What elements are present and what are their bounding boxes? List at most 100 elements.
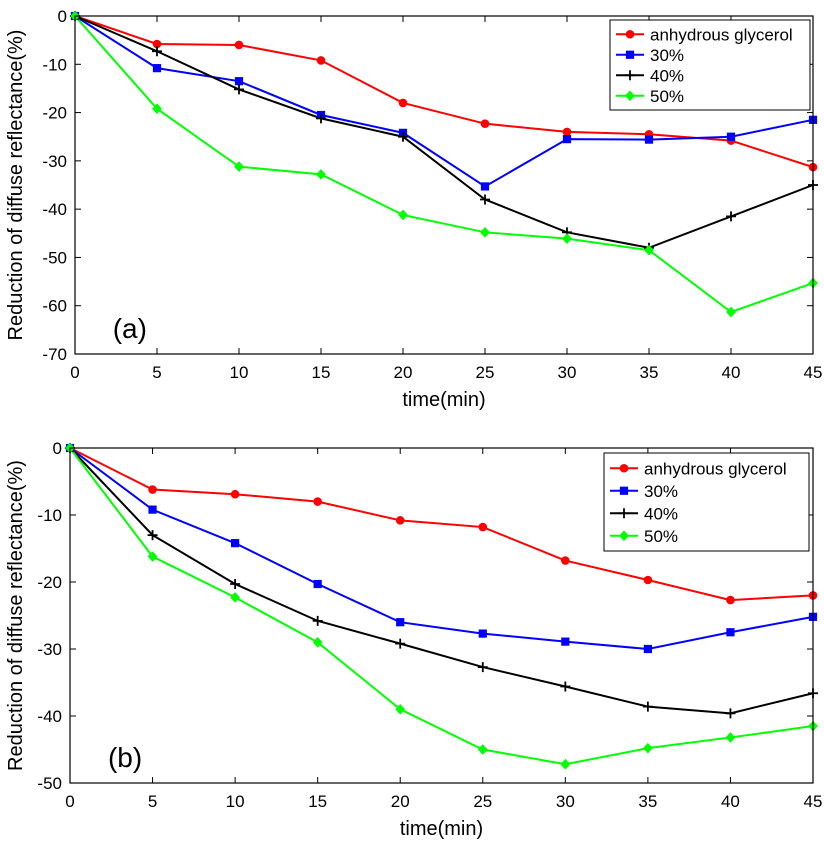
data-point bbox=[562, 135, 572, 144]
y-tick-label: -50 bbox=[42, 248, 67, 267]
data-point bbox=[725, 732, 736, 743]
data-point bbox=[480, 182, 490, 191]
y-tick-label: -70 bbox=[42, 345, 67, 364]
data-point bbox=[478, 522, 488, 532]
x-tick-label: 5 bbox=[148, 792, 157, 811]
data-point bbox=[477, 744, 488, 755]
series-line-3 bbox=[74, 15, 814, 314]
data-point bbox=[560, 681, 571, 692]
data-point bbox=[644, 135, 654, 144]
data-point bbox=[726, 211, 736, 222]
y-tick-label: -50 bbox=[37, 774, 62, 793]
x-tick-label: 10 bbox=[230, 363, 249, 382]
x-tick-label: 5 bbox=[152, 363, 161, 382]
x-tick-label: 25 bbox=[473, 792, 492, 811]
x-tick-label: 35 bbox=[638, 792, 657, 811]
data-point bbox=[234, 161, 244, 172]
data-point bbox=[562, 233, 572, 244]
data-point bbox=[148, 505, 157, 514]
x-tick-label: 35 bbox=[640, 363, 659, 382]
legend-marker bbox=[625, 50, 635, 59]
series-line-2 bbox=[69, 447, 814, 715]
data-point bbox=[480, 119, 490, 128]
x-tick-label: 40 bbox=[721, 792, 740, 811]
legend: anhydrous glycerol 30%40% 50% bbox=[609, 19, 811, 111]
data-point bbox=[313, 579, 322, 589]
data-point bbox=[643, 575, 653, 585]
plot-frame bbox=[74, 15, 814, 355]
legend-label: anhydrous glycerol bbox=[644, 459, 787, 478]
data-point bbox=[316, 56, 326, 65]
data-point bbox=[477, 662, 488, 673]
y-tick-label: 0 bbox=[58, 7, 67, 26]
data-point bbox=[230, 489, 240, 499]
y-tick-label: 0 bbox=[53, 439, 62, 458]
data-point bbox=[642, 701, 653, 712]
legend-marker bbox=[625, 70, 635, 81]
series-line-1 bbox=[74, 15, 814, 188]
data-point bbox=[726, 595, 735, 605]
legend-label: 50% bbox=[650, 87, 684, 106]
data-point bbox=[234, 84, 244, 95]
x-tick-label: 30 bbox=[558, 363, 577, 382]
data-point bbox=[316, 113, 326, 124]
legend-marker bbox=[625, 90, 635, 102]
x-tick-label: 45 bbox=[804, 792, 823, 811]
data-point bbox=[231, 539, 240, 548]
y-axis-label: Reduction of diffuse reflectance(%) bbox=[5, 460, 27, 771]
data-point bbox=[148, 485, 157, 494]
y-tick-label: -10 bbox=[37, 506, 62, 525]
data-point bbox=[230, 592, 240, 603]
legend-box bbox=[603, 452, 810, 552]
y-tick-label: -20 bbox=[42, 104, 67, 123]
x-tick-label: 15 bbox=[308, 792, 327, 811]
data-point bbox=[152, 103, 162, 115]
series-line-1 bbox=[69, 447, 814, 651]
data-point bbox=[395, 516, 405, 525]
series-line-3 bbox=[69, 447, 814, 766]
data-point bbox=[234, 40, 244, 50]
chart-panel-b: 0 5 10 15 20 25 30 35 40 45 0 -10 -20 -30 -40 -50 time(m… bbox=[5, 439, 822, 840]
y-tick-label: -20 bbox=[37, 573, 62, 592]
data-point bbox=[398, 131, 408, 142]
data-point bbox=[644, 244, 654, 256]
legend-marker bbox=[619, 486, 629, 495]
legend-label: 30% bbox=[650, 46, 684, 65]
data-point bbox=[561, 556, 570, 565]
panel-label: (b) bbox=[108, 742, 142, 773]
legend-label: 40% bbox=[650, 66, 684, 85]
legend-label: anhydrous glycerol bbox=[650, 25, 793, 44]
data-point bbox=[147, 551, 158, 562]
x-tick-label: 25 bbox=[476, 363, 495, 382]
y-tick-label: -10 bbox=[42, 55, 67, 74]
data-point bbox=[396, 618, 405, 627]
x-tick-label: 40 bbox=[722, 363, 741, 382]
data-point bbox=[561, 637, 570, 646]
legend-label: 50% bbox=[644, 527, 678, 546]
data-point bbox=[395, 703, 406, 715]
y-axis-label: Reduction of diffuse reflectance(%) bbox=[5, 30, 27, 341]
y-tick-label: -30 bbox=[42, 152, 67, 171]
plot-frame bbox=[69, 447, 814, 784]
data-point bbox=[312, 615, 323, 626]
data-point bbox=[230, 579, 241, 590]
x-tick-label: 45 bbox=[804, 363, 823, 382]
x-axis-label: time(min) bbox=[402, 389, 485, 411]
data-point bbox=[312, 636, 323, 648]
data-point bbox=[725, 708, 736, 719]
x-tick-label: 0 bbox=[70, 363, 79, 382]
data-point bbox=[643, 644, 652, 654]
data-point bbox=[398, 209, 408, 221]
legend-label: 30% bbox=[644, 482, 678, 501]
x-tick-label: 10 bbox=[226, 792, 245, 811]
data-point bbox=[152, 64, 162, 73]
data-point bbox=[562, 127, 572, 137]
x-tick-label: 20 bbox=[391, 792, 410, 811]
x-tick-label: 0 bbox=[65, 792, 74, 811]
data-point bbox=[726, 628, 735, 637]
data-point bbox=[726, 132, 736, 141]
data-point bbox=[234, 77, 244, 86]
series-line-2 bbox=[74, 15, 814, 249]
